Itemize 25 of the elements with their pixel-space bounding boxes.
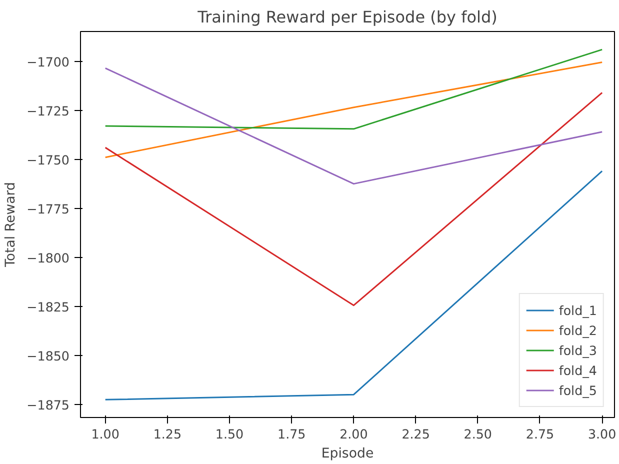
y-tick-label: −1700 [26,54,70,70]
legend-label: fold_2 [558,322,597,338]
y-tick-label: −1875 [26,397,70,412]
y-tick-label: −1725 [26,103,70,118]
x-axis-title: Episode [321,446,374,462]
x-tick-label: 2.00 [340,426,368,442]
chart-title: Training Reward per Episode (by fold) [196,8,498,26]
y-axis-title: Total Reward [4,182,19,268]
legend-label: fold_3 [558,342,597,358]
x-tick-label: 1.50 [215,426,244,442]
y-tick-label: −1800 [26,250,70,266]
y-tick-label: −1775 [26,201,70,216]
legend-label: fold_1 [558,302,597,318]
y-tick-label: −1825 [26,299,70,314]
x-tick-label: 3.00 [588,426,616,442]
x-tick-label: 1.00 [91,426,120,442]
legend-label: fold_5 [558,382,597,398]
x-tick-label: 1.75 [278,426,306,442]
legend-label: fold_4 [558,362,597,378]
x-tick-label: 2.25 [402,426,430,442]
y-tick-label: −1850 [26,348,70,364]
x-tick-label: 2.75 [526,426,554,442]
x-tick-label: 1.25 [153,426,182,442]
y-tick-label: −1750 [26,152,70,168]
x-tick-label: 2.50 [464,426,492,442]
